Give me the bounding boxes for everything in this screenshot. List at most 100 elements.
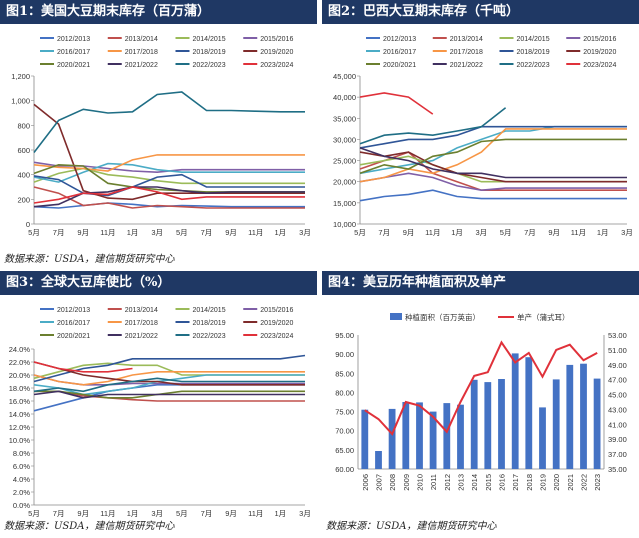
x-tick-label: 9月 xyxy=(77,509,89,518)
panel-title: 图3：全球大豆库使比（%） xyxy=(0,271,317,295)
x-tick-label: 5月 xyxy=(500,228,512,237)
series-line xyxy=(359,172,627,192)
x-tick-label: 7月 xyxy=(378,228,390,237)
x-tick-label: 5月 xyxy=(176,228,188,237)
bar xyxy=(361,409,369,469)
bar xyxy=(470,379,478,469)
series-line xyxy=(33,162,305,183)
series-line xyxy=(33,354,306,383)
y-tick-label: 80.00 xyxy=(335,388,354,397)
y-tick-label: 12.0% xyxy=(9,423,31,432)
y-tick-label: 10,000 xyxy=(333,220,356,229)
y-tick-label: 16.0% xyxy=(9,397,31,406)
x-tick-label: 11月 xyxy=(248,228,263,237)
x-tick-label: 2013 xyxy=(457,474,466,491)
x-tick-label: 2009 xyxy=(402,474,411,491)
legend-label: 2014/2015 xyxy=(193,36,226,43)
legend-label: 单产（蒲式耳） xyxy=(517,312,570,322)
legend-label: 2023/2024 xyxy=(260,62,293,69)
y2-tick-label: 35.00 xyxy=(608,465,627,474)
x-tick-label: 2006 xyxy=(361,474,370,491)
x-tick-label: 3月 xyxy=(476,228,488,237)
x-tick-label: 7月 xyxy=(53,228,65,237)
series-line xyxy=(33,91,305,153)
panel-title: 图2：巴西大豆期末库存（千吨） xyxy=(322,0,639,24)
y-tick-label: 45,000 xyxy=(333,72,356,81)
x-tick-label: 2012 xyxy=(443,474,452,491)
x-tick-label: 2008 xyxy=(388,474,397,491)
legend-label: 2020/2021 xyxy=(383,62,416,69)
legend-label: 2022/2023 xyxy=(193,62,226,69)
series-line xyxy=(33,371,305,386)
x-tick-label: 2022 xyxy=(580,474,589,491)
series-line xyxy=(359,189,627,202)
chart-us-acreage-yield: 种植面积（百万英亩） 单产（蒲式耳） 60.00 65.00 70.00 75.00 80.… xyxy=(335,312,627,491)
bar xyxy=(580,363,587,469)
legend-label: 2022/2023 xyxy=(193,333,226,340)
legend-label: 2015/2016 xyxy=(583,36,616,43)
legend-label: 2014/2015 xyxy=(517,36,550,43)
legend-label: 2013/2014 xyxy=(125,36,158,43)
x-tick-label: 9月 xyxy=(77,228,89,237)
legend-label: 2019/2020 xyxy=(260,49,293,56)
bar xyxy=(429,411,437,469)
x-tick-label: 9月 xyxy=(225,228,237,237)
x-tick-label: 2019 xyxy=(539,474,548,491)
y-tick-label: 20,000 xyxy=(333,178,356,187)
legend-label: 2018/2019 xyxy=(517,49,550,56)
legend-label: 2019/2020 xyxy=(260,320,293,327)
x-tick-label: 7月 xyxy=(524,228,536,237)
series-line xyxy=(359,151,627,183)
x-tick-label: 2016 xyxy=(498,474,507,491)
y-tick-label: 0.0% xyxy=(13,501,30,510)
bar xyxy=(566,364,574,469)
x-tick-label: 2010 xyxy=(416,474,425,491)
y-tick-label: 22.0% xyxy=(9,358,31,367)
y-tick-label: 95.00 xyxy=(335,331,354,340)
bar xyxy=(484,382,492,469)
bar xyxy=(498,379,505,469)
x-tick-label: 1月 xyxy=(127,509,139,518)
x-tick-label: 1月 xyxy=(451,228,463,237)
legend-label: 2021/2022 xyxy=(125,62,158,69)
legend-label: 2021/2022 xyxy=(125,333,158,340)
series-line xyxy=(359,138,627,175)
legend-label: 2012/2013 xyxy=(57,307,90,314)
source-note: 数据来源：USDA，建信期货研究中心 xyxy=(326,521,497,532)
y-tick-label: 40,000 xyxy=(333,93,356,102)
y-tick-label: 200 xyxy=(17,195,30,204)
legend-label: 2023/2024 xyxy=(583,62,616,69)
panel-title: 图4：美豆历年种植面积及单产 xyxy=(322,271,639,295)
bar xyxy=(443,403,451,469)
panel-global-stock-use-ratio: 图3：全球大豆库使比（%） 2012/2013 2013/2014 2014/201… xyxy=(0,271,317,538)
x-tick-label: 3月 xyxy=(299,228,311,237)
x-tick-label: 11月 xyxy=(571,228,586,237)
panel-title: 图1：美国大豆期末库存（百万蒲） xyxy=(0,0,317,24)
legend-label: 2019/2020 xyxy=(583,49,616,56)
legend-label: 种植面积（百万英亩） xyxy=(405,312,480,322)
y-tick-label: 0 xyxy=(26,220,30,229)
series-line xyxy=(33,361,305,386)
y-tick-label: 4.0% xyxy=(13,475,30,484)
panel-us-acreage-yield: 图4：美豆历年种植面积及单产 种植面积（百万英亩） 单产（蒲式耳） 60.00 65.… xyxy=(322,271,639,538)
y2-tick-label: 49.00 xyxy=(608,361,627,370)
x-tick-label: 11月 xyxy=(100,228,115,237)
legend-label: 2020/2021 xyxy=(57,62,90,69)
series-line xyxy=(33,390,305,399)
series-line xyxy=(359,125,627,149)
y-tick-label: 15,000 xyxy=(333,199,356,208)
x-tick-label: 2007 xyxy=(375,474,384,491)
series-line xyxy=(359,147,627,179)
x-tick-label: 5月 xyxy=(28,509,40,518)
y-tick-label: 400 xyxy=(17,171,30,180)
legend-label: 2015/2016 xyxy=(260,307,293,314)
series-line xyxy=(359,92,434,115)
y-tick-label: 800 xyxy=(17,121,30,130)
x-tick-label: 2018 xyxy=(525,474,534,491)
x-tick-label: 2011 xyxy=(429,474,438,490)
x-tick-label: 7月 xyxy=(53,509,65,518)
x-tick-label: 2017 xyxy=(511,474,520,491)
y-tick-label: 20.0% xyxy=(9,371,31,380)
chart-global-stock-use-ratio: 2012/2013 2013/2014 2014/2015 2015/2016 2016… xyxy=(9,307,311,518)
series-line xyxy=(364,340,598,436)
